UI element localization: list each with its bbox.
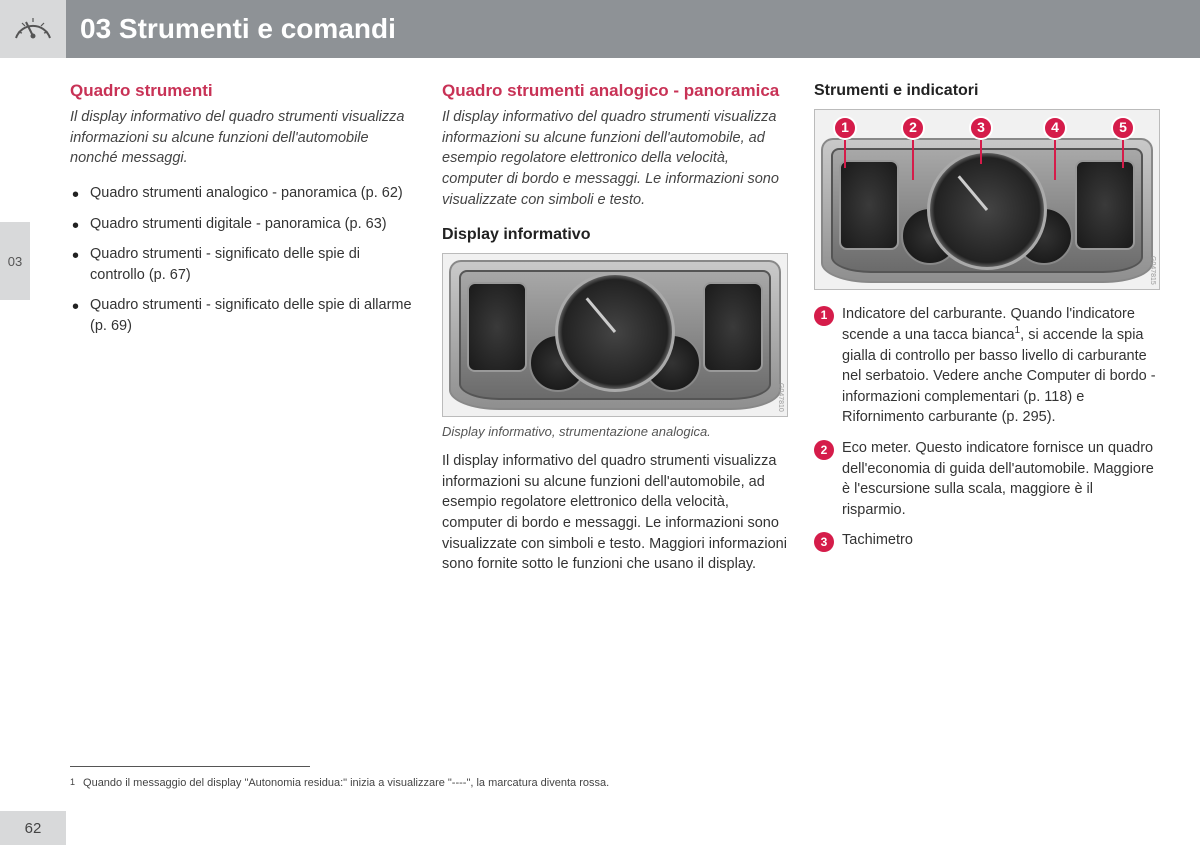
content-area: Quadro strumenti Il display informativo …	[0, 58, 1200, 718]
num-badge: 2	[814, 440, 834, 460]
figure-indicators: 1 2 3 4 5 G047815	[814, 109, 1160, 290]
num-text-1: Indicatore del carburante. Quando l'indi…	[842, 304, 1160, 428]
column-3: Strumenti e indicatori 1 2 3 4 5 G047815	[814, 80, 1160, 718]
col1-title: Quadro strumenti	[70, 80, 416, 101]
num-text-2: Eco meter. Questo indicatore fornisce un…	[842, 438, 1160, 520]
callout-5: 5	[1111, 116, 1135, 140]
num-badge: 3	[814, 532, 834, 552]
figure-code-2: G047815	[1147, 256, 1157, 285]
footnote-num: 1	[70, 777, 75, 789]
callout-2: 2	[901, 116, 925, 140]
num-badge: 1	[814, 306, 834, 326]
header-bar: 03 Strumenti e comandi	[0, 0, 1200, 58]
column-1: Quadro strumenti Il display informativo …	[70, 80, 416, 718]
footnote-text: Quando il messaggio del display "Autonom…	[83, 777, 609, 789]
figure-display-informativo: G047810	[442, 253, 788, 417]
list-item: Quadro strumenti analogico - panoramica …	[70, 183, 416, 204]
figure-code: G047810	[775, 383, 785, 412]
col3-title: Strumenti e indicatori	[814, 80, 1160, 103]
list-item: Quadro strumenti - significato delle spi…	[70, 295, 416, 336]
numbered-item-3: 3 Tachimetro	[814, 530, 1160, 552]
col2-intro: Il display informativo del quadro strume…	[442, 107, 788, 210]
column-2: Quadro strumenti analogico - panoramica …	[442, 80, 788, 718]
numbered-list: 1 Indicatore del carburante. Quando l'in…	[814, 304, 1160, 553]
col1-intro: Il display informativo del quadro strume…	[70, 107, 416, 169]
chapter-title: 03 Strumenti e comandi	[80, 13, 396, 45]
footnote-separator	[70, 766, 310, 767]
chapter-icon	[0, 0, 66, 58]
col2-body: Il display informativo del quadro strume…	[442, 451, 788, 574]
num-text-3: Tachimetro	[842, 530, 1160, 551]
col2-title: Quadro strumenti analogico - panoramica	[442, 80, 788, 101]
numbered-item-2: 2 Eco meter. Questo indicatore fornisce …	[814, 438, 1160, 520]
callout-1: 1	[833, 116, 857, 140]
col2-subheading: Display informativo	[442, 224, 788, 247]
list-item: Quadro strumenti - significato delle spi…	[70, 244, 416, 285]
list-item: Quadro strumenti digitale - panoramica (…	[70, 214, 416, 235]
figure-caption: Display informativo, strumentazione anal…	[442, 423, 788, 441]
numbered-item-1: 1 Indicatore del carburante. Quando l'in…	[814, 304, 1160, 428]
col1-bullets: Quadro strumenti analogico - panoramica …	[70, 183, 416, 336]
footnote: 1 Quando il messaggio del display "Auton…	[70, 777, 609, 789]
side-tab: 03	[0, 222, 30, 300]
callout-4: 4	[1043, 116, 1067, 140]
callout-3: 3	[969, 116, 993, 140]
page-number: 62	[0, 811, 66, 845]
